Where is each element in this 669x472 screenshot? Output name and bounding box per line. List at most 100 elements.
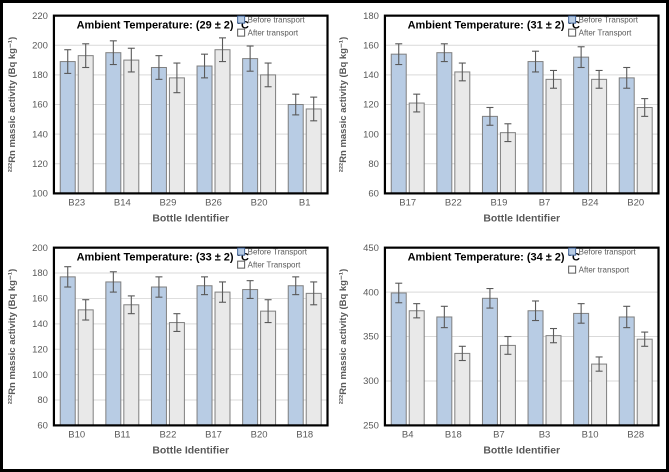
y-axis-label: ²²²Rn massic activity (Bq kg⁻¹): [7, 269, 18, 404]
error-bar-B20: [246, 45, 254, 72]
bar-after-B24: [590, 78, 607, 194]
y-tick-label: 160: [32, 100, 48, 111]
legend-before-swatch: [567, 15, 576, 24]
y-tick-label: 100: [363, 129, 379, 140]
y-tick-label: 180: [32, 70, 48, 81]
error-bar-B10: [64, 266, 72, 288]
bar-before-B17: [390, 53, 407, 194]
error-bar-B26: [219, 37, 226, 63]
legend-item: Before Transport: [237, 247, 308, 257]
bar-before-B29: [150, 66, 167, 194]
error-bar-B14: [109, 40, 117, 66]
y-tick-label: 220: [32, 11, 48, 22]
y-tick-label: 80: [368, 159, 379, 170]
error-bar-B22: [173, 313, 181, 332]
bar-after-B22: [168, 322, 185, 426]
bar-before-B20: [618, 77, 635, 194]
error-bar-B20: [622, 66, 630, 89]
bar-after-B20: [260, 310, 277, 426]
error-bar-B24: [595, 69, 603, 89]
category-label: B4: [401, 429, 413, 440]
chart-panel-top-right: 60 80 100 120 140 160 180 B17 B22 B19 B7 B24 B20 Ambi…: [335, 4, 666, 236]
error-bar-B1: [292, 93, 300, 116]
chart-title: Ambient Temperature: (34 ± 2) °C: [407, 252, 579, 264]
legend-item: Before Transport: [567, 15, 638, 25]
bar-before-B23: [59, 61, 76, 194]
legend-label: Before Transport: [248, 248, 308, 257]
error-bar-B4: [412, 303, 420, 319]
error-bar-B26: [201, 53, 209, 79]
error-bar-B20: [640, 98, 648, 117]
bar-before-B28: [618, 316, 635, 426]
bar-after-B26: [214, 49, 231, 194]
y-axis-label: ²²²Rn massic activity (Bq kg⁻¹): [337, 269, 348, 404]
bar-after-B22: [453, 71, 470, 194]
error-bar-B14: [127, 47, 135, 73]
category-label: B3: [538, 429, 550, 440]
legend-before-swatch: [567, 247, 576, 256]
bar-before-B22: [150, 286, 167, 426]
legend-label: After transport: [578, 266, 629, 275]
error-bar-B19: [485, 106, 493, 126]
category-label: B22: [159, 429, 176, 440]
bar-after-B11: [123, 304, 140, 426]
y-tick-label: 250: [363, 421, 379, 432]
category-label: B7: [538, 197, 550, 208]
y-tick-label: 180: [363, 11, 379, 22]
y-axis-label: ²²²Rn massic activity (Bq kg⁻¹): [7, 37, 18, 172]
plot-frame: [52, 14, 329, 195]
error-bar-B28: [640, 331, 648, 347]
bar-after-B7: [499, 344, 516, 426]
bar-before-B10: [572, 312, 589, 426]
y-tick-label: 180: [32, 268, 48, 279]
category-label: B24: [581, 197, 598, 208]
category-label: B22: [444, 197, 461, 208]
error-bar-B22: [440, 43, 448, 63]
y-tick-label: 160: [363, 40, 379, 51]
chart-title: Ambient Temperature: (31 ± 2) °C: [407, 20, 579, 32]
error-bar-B20: [246, 280, 254, 299]
y-tick-label: 60: [37, 421, 48, 432]
legend-before-swatch: [237, 247, 246, 256]
category-label: B28: [627, 429, 644, 440]
bar-before-B4: [390, 292, 407, 426]
y-tick-label: 200: [32, 243, 48, 254]
bar-after-B10: [77, 309, 94, 426]
legend-label: After Transport: [578, 29, 631, 38]
error-bar-B29: [173, 62, 181, 94]
category-label: B19: [490, 197, 507, 208]
bar-before-B17: [196, 285, 213, 426]
bar-before-B18: [287, 285, 304, 426]
bar-before-B11: [105, 281, 122, 426]
bar-after-B3: [545, 335, 561, 426]
error-bar-B7: [503, 335, 511, 355]
bar-chart-svg: 100 120 140 160 180 200 220 B23 B14 B29 B26 B20 B1 Am…: [7, 11, 329, 224]
legend-label: Before transport: [248, 16, 306, 25]
error-bar-B19: [503, 123, 511, 143]
chart-panel-bottom-right: 250 300 350 400 450 B4 B18 B7 B3 B10 B28 Ambient Te…: [335, 236, 666, 468]
error-bar-B7: [531, 50, 539, 73]
legend-after-swatch: [237, 260, 246, 269]
bar-chart-svg: 250 300 350 400 450 B4 B18 B7 B3 B10 B28 Ambient Te…: [337, 243, 660, 456]
error-bar-B11: [109, 271, 117, 293]
y-tick-label: 140: [32, 319, 48, 330]
error-bar-B22: [458, 62, 466, 82]
bar-after-B23: [77, 55, 94, 194]
error-bar-B20: [264, 62, 272, 88]
legend-after-swatch: [237, 28, 246, 37]
error-bar-B11: [127, 295, 135, 315]
bar-after-B17: [408, 102, 425, 194]
bar-after-B10: [590, 363, 607, 426]
legend-label: Before Transport: [578, 16, 638, 25]
bar-after-B7: [545, 78, 561, 194]
error-bar-B10: [82, 299, 90, 321]
error-bar-B3: [549, 327, 557, 344]
y-tick-label: 120: [363, 100, 379, 111]
legend-label: After Transport: [248, 261, 301, 270]
x-axis-label: Bottle Identifier: [152, 213, 229, 224]
x-axis-label: Bottle Identifier: [152, 445, 229, 456]
bar-chart-svg: 60 80 100 120 140 160 180 B17 B22 B19 B7 B24 B20 Ambi…: [337, 11, 660, 224]
y-tick-label: 80: [37, 395, 48, 406]
chart-title: Ambient Temperature: (33 ± 2) °C: [77, 252, 249, 264]
legend-before-swatch: [237, 15, 246, 24]
